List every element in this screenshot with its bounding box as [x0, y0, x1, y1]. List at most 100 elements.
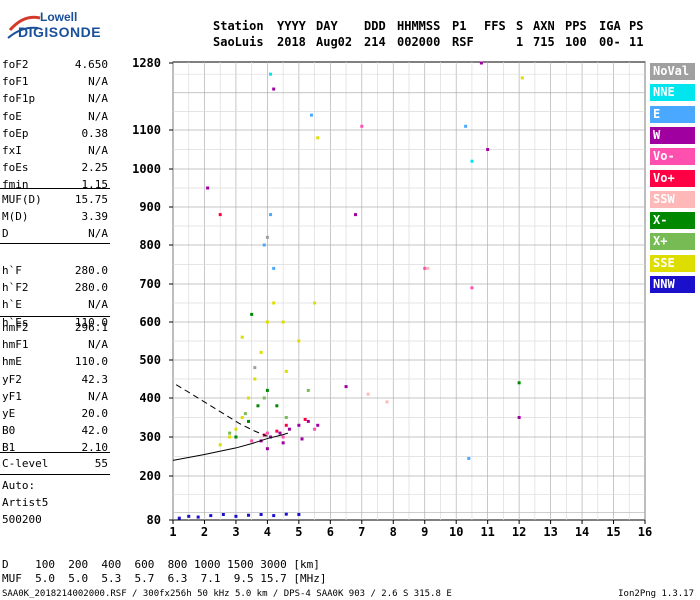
param-value: 15.75 — [74, 193, 108, 206]
legend-item-sse: SSE — [650, 254, 695, 272]
param-name: foF1p — [2, 92, 36, 106]
param-value: 0.38 — [81, 126, 109, 140]
data-point-e — [269, 213, 273, 217]
param-separator — [0, 474, 110, 475]
data-point-sse — [253, 377, 257, 381]
data-point-noval — [253, 366, 257, 370]
data-point-nnw — [272, 514, 276, 518]
data-point-ssw — [385, 400, 389, 404]
x-tick-label: 14 — [575, 525, 589, 539]
data-point-x- — [517, 381, 521, 385]
param-value: 296.1 — [74, 321, 108, 334]
lowell-digisonde-logo: Lowell DIGISONDE — [4, 8, 101, 48]
legend-item-nnw: NNW — [650, 276, 695, 293]
header-row1-cell-6: FFS — [484, 19, 506, 33]
param-value: N/A — [88, 338, 108, 352]
param-name: C-level — [2, 457, 49, 470]
header-row2-cell-9: 00- — [599, 35, 621, 49]
data-point-w — [479, 61, 483, 65]
data-point-x- — [284, 416, 288, 419]
y-tick-label: 900 — [139, 200, 161, 214]
header-row1-cell-0: Station — [213, 19, 264, 33]
param-value: 4.650 — [74, 58, 108, 71]
param-row-params_group2-0: MUF(D) 15.75 — [2, 193, 108, 210]
param-value: 1.15 — [81, 178, 109, 192]
param-name: h`F2 — [2, 281, 29, 295]
data-point-x- — [228, 431, 232, 435]
data-point-vo- — [275, 429, 279, 433]
param-value: N/A — [88, 227, 108, 241]
param-row-params_group4-2: hmE 110.0 — [2, 355, 108, 372]
param-value: 2.25 — [81, 161, 109, 175]
data-point-x- — [262, 396, 266, 400]
data-point-x- — [247, 419, 251, 423]
x-tick-label: 7 — [358, 525, 365, 539]
param-row-params_group4-5: yE 20.0 — [2, 407, 108, 424]
header-row2-cell-0: SaoLuis — [213, 35, 264, 49]
data-point-sse — [297, 339, 301, 343]
data-point-w — [486, 148, 490, 151]
param-row-params_group2-2: D N/A — [2, 227, 108, 244]
data-point-x- — [256, 404, 260, 408]
x-tick-label: 8 — [390, 525, 397, 539]
y-tick-label: 200 — [139, 469, 161, 483]
param-row-params_group1-4: foEp 0.38 — [2, 127, 108, 144]
param-row-params_group4-0: hmF2 296.1 — [2, 321, 108, 338]
data-point-sse — [240, 416, 244, 419]
param-name: hmF1 — [2, 338, 29, 352]
legend-item-e: E — [650, 105, 695, 123]
data-point-sse — [234, 427, 238, 431]
param-name: yF1 — [2, 389, 22, 403]
footer-file-info: SAA0K_2018214002000.RSF / 300fx256h 50 k… — [2, 589, 452, 599]
header-row1-cell-11: PS — [629, 19, 644, 33]
data-point-ssw — [426, 266, 430, 270]
header-row2-cell-10: 11 — [629, 35, 644, 49]
data-point-sse — [281, 320, 285, 324]
muf-row: MUF 5.0 5.0 5.3 5.7 6.3 7.1 9.5 15.7 [MH… — [2, 572, 327, 585]
param-name: D — [2, 227, 9, 241]
header-row2-cell-7: 715 — [533, 35, 555, 49]
data-point-w — [344, 385, 348, 389]
param-value: 280.0 — [74, 264, 108, 277]
param-name: MUF(D) — [2, 193, 42, 206]
data-point-w — [306, 419, 310, 423]
param-row-params_group3-2: h`E N/A — [2, 298, 108, 315]
data-point-nnw — [221, 513, 225, 516]
param-name: hmE — [2, 355, 22, 369]
legend-item-noval: NoVal — [650, 63, 695, 80]
header-row2-cell-2: Aug02 — [316, 35, 353, 49]
param-value: 55 — [94, 457, 108, 470]
param-row-params_group1-2: foF1p N/A — [2, 92, 108, 109]
param-row-params_group4-7: B1 2.10 — [2, 441, 108, 458]
data-point-w — [281, 441, 285, 445]
param-value: 280.0 — [74, 281, 108, 295]
data-point-sse — [520, 76, 524, 80]
header-row1-cell-3: DDD — [364, 19, 386, 33]
data-point-nnw — [247, 513, 251, 517]
param-row-params_group4-4: yF1 N/A — [2, 390, 108, 407]
param-name: B1 — [2, 441, 16, 455]
y-tick-label: 600 — [139, 315, 161, 329]
param-row-params_group1-6: foEs 2.25 — [2, 161, 108, 178]
legend-item-nne: NNE — [650, 84, 695, 102]
param-name: M(D) — [2, 210, 29, 224]
auto-line-1: Artist5 — [2, 496, 49, 509]
param-row-params_group1-3: foE N/A — [2, 110, 108, 127]
legend-item-w: W — [650, 126, 695, 144]
data-point-x- — [275, 404, 279, 408]
header-row2-cell-6: 1 — [516, 35, 524, 49]
data-point-vo- — [284, 423, 288, 427]
param-row-params_group1-1: foF1 N/A — [2, 75, 108, 92]
y-tick-label: 300 — [139, 430, 161, 444]
trace-line-dashed — [175, 384, 268, 437]
data-point-nnw — [196, 515, 200, 519]
auto-line-2: 500200 — [2, 513, 42, 526]
data-point-nnw — [209, 514, 213, 518]
data-point-w — [265, 447, 269, 451]
param-name: foEs — [2, 161, 29, 175]
param-name: fxI — [2, 144, 22, 157]
y-tick-label: 500 — [139, 353, 161, 367]
y-tick-label: 1100 — [132, 123, 161, 137]
data-point-nnw — [234, 514, 238, 518]
x-tick-label: 11 — [480, 525, 494, 539]
